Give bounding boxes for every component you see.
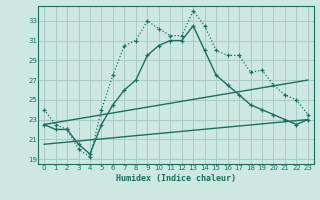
X-axis label: Humidex (Indice chaleur): Humidex (Indice chaleur) (116, 174, 236, 183)
